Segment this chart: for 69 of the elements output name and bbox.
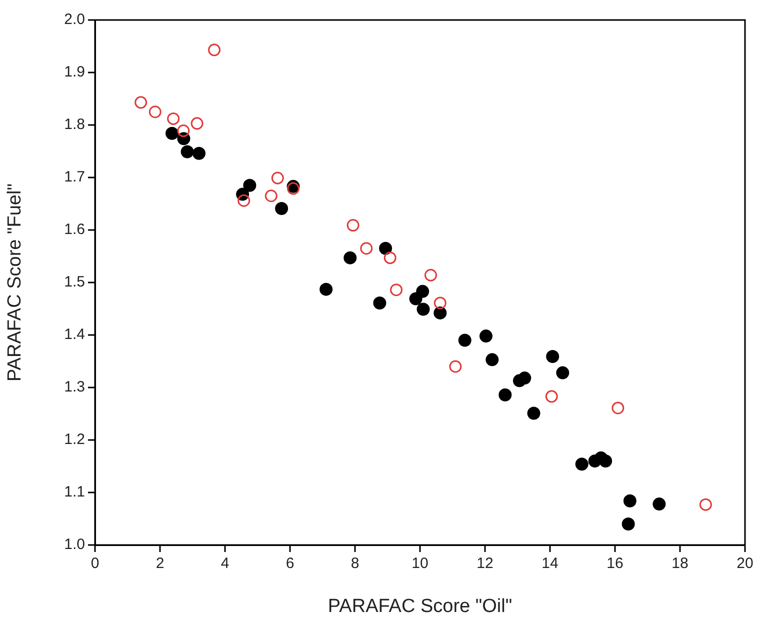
point bbox=[271, 172, 284, 184]
y-tick-label: 1.0 bbox=[64, 536, 85, 554]
point bbox=[177, 124, 190, 138]
point bbox=[434, 306, 447, 320]
point bbox=[623, 494, 636, 508]
point bbox=[360, 242, 373, 255]
point bbox=[148, 106, 162, 118]
x-tick-label: 0 bbox=[90, 555, 100, 572]
x-tick-label: 2 bbox=[156, 555, 164, 572]
y-tick-label: 1.5 bbox=[64, 274, 85, 291]
point bbox=[346, 219, 360, 232]
x-tick-label: 14 bbox=[542, 555, 558, 572]
point bbox=[167, 112, 180, 125]
point bbox=[424, 268, 437, 282]
point bbox=[192, 146, 206, 160]
point bbox=[518, 372, 532, 385]
point bbox=[134, 96, 148, 109]
point bbox=[527, 406, 540, 420]
x-tick-label: 6 bbox=[286, 555, 294, 572]
y-tick-label: 1.3 bbox=[64, 378, 85, 396]
point bbox=[622, 518, 635, 530]
y-tick-label: 1.4 bbox=[64, 326, 85, 344]
point bbox=[190, 117, 204, 130]
y-tick-label: 1.7 bbox=[64, 168, 85, 186]
x-tick-label: 8 bbox=[350, 555, 360, 572]
point bbox=[275, 202, 288, 215]
x-tick-label: 20 bbox=[736, 555, 754, 572]
point bbox=[556, 366, 570, 380]
x-tick-label: 12 bbox=[476, 555, 494, 572]
point bbox=[545, 390, 558, 403]
point bbox=[264, 190, 278, 202]
point bbox=[344, 251, 357, 264]
point bbox=[458, 334, 472, 347]
point bbox=[238, 194, 250, 207]
point bbox=[699, 498, 712, 511]
point bbox=[180, 145, 194, 158]
point bbox=[373, 296, 386, 310]
x-axis-title: PARAFAC Score "Oil" bbox=[328, 596, 512, 617]
point bbox=[434, 296, 446, 310]
point bbox=[379, 242, 392, 255]
y-tick-label: 1.1 bbox=[64, 484, 85, 501]
point bbox=[243, 178, 256, 192]
x-tick-label: 10 bbox=[412, 555, 428, 572]
y-tick-label: 1.6 bbox=[64, 221, 85, 238]
point bbox=[449, 360, 462, 373]
x-tick-label: 18 bbox=[672, 555, 688, 572]
point bbox=[575, 458, 588, 471]
y-tick-label: 1.2 bbox=[64, 431, 85, 448]
x-tick-label: 16 bbox=[606, 555, 624, 572]
y-tick-label: 1.9 bbox=[64, 64, 85, 81]
y-axis-title: PARAFAC Score "Fuel" bbox=[4, 184, 26, 382]
point bbox=[208, 44, 221, 56]
point bbox=[166, 126, 179, 140]
point bbox=[287, 182, 300, 195]
point bbox=[612, 402, 624, 414]
point bbox=[416, 302, 430, 316]
point bbox=[409, 292, 422, 306]
point bbox=[384, 252, 396, 264]
y-tick-label: 1.8 bbox=[64, 116, 85, 134]
point bbox=[486, 353, 499, 366]
y-tick-label: 2.0 bbox=[64, 11, 85, 28]
point bbox=[390, 284, 403, 296]
point bbox=[652, 498, 666, 511]
point bbox=[599, 454, 612, 468]
point bbox=[498, 388, 512, 402]
point bbox=[546, 350, 560, 364]
x-tick-label: 4 bbox=[220, 555, 230, 572]
point bbox=[479, 330, 492, 343]
point bbox=[320, 282, 333, 296]
